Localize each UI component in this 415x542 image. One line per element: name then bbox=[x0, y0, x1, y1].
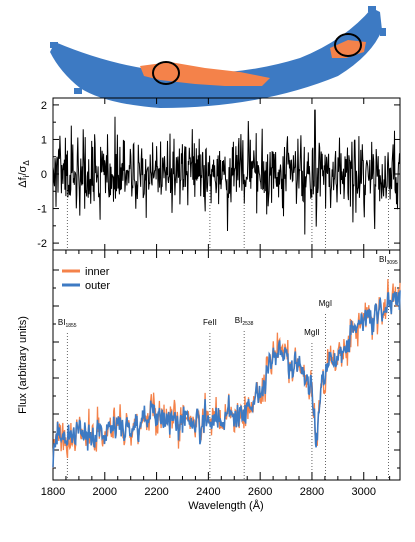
outer-arc-region bbox=[50, 8, 382, 108]
spectrum-xtick-label: 2400 bbox=[196, 486, 220, 498]
x-axis-title: Wavelength (Å) bbox=[188, 499, 263, 512]
spectrum-xtick-label: 2000 bbox=[93, 486, 117, 498]
residual-series-line bbox=[52, 109, 401, 235]
residual-ylabel: Δfi/σΔ bbox=[17, 160, 31, 188]
inner-region-left bbox=[140, 62, 270, 86]
spectrum-panel: BI1855 FeII BI2538 MgII MgI BI3095 1800 2000 22… bbox=[17, 249, 401, 512]
residual-ticks: 2 1 0 -1 -2 bbox=[37, 98, 400, 250]
legend: inner outer bbox=[62, 266, 110, 292]
residual-ytick-label: -2 bbox=[37, 238, 47, 250]
highlight-circle-left bbox=[152, 61, 180, 85]
legend-label-outer: outer bbox=[85, 280, 110, 292]
highlight-circle-right bbox=[334, 33, 362, 57]
spectrum-frame bbox=[52, 249, 401, 481]
spectrum-marker-label: BI3095 bbox=[379, 255, 398, 266]
y-axis-title: Flux (arbitrary units) bbox=[17, 316, 29, 414]
spectrum-xtick-label: 2600 bbox=[248, 486, 272, 498]
residual-ylabel-over: /σ bbox=[17, 165, 29, 175]
spectrum-xtick-label: 1800 bbox=[41, 486, 65, 498]
spectrum-marker-label: MgI bbox=[319, 299, 332, 308]
legend-label-inner: inner bbox=[85, 266, 110, 278]
spectrum-ticks: 1800 2000 2200 2400 2600 2800 3000 bbox=[41, 250, 400, 498]
residual-ytick-label: 2 bbox=[41, 100, 47, 112]
outer-series-line bbox=[52, 290, 401, 468]
residual-ylabel-sub2: Δ bbox=[22, 160, 31, 166]
spectrum-marker-label: MgII bbox=[304, 328, 320, 337]
spectrum-xtick-label: 2200 bbox=[144, 486, 168, 498]
residual-ytick-label: -1 bbox=[37, 204, 47, 216]
spectrum-marker-label: BI2538 bbox=[235, 316, 254, 327]
spectrum-xtick-label: 3000 bbox=[352, 486, 376, 498]
residual-ylabel-main: Δf bbox=[17, 176, 29, 187]
residual-ylabel-sub1: i bbox=[22, 175, 31, 177]
spectrum-xtick-label: 2800 bbox=[300, 486, 324, 498]
spectrum-marker-label: FeII bbox=[203, 318, 217, 327]
residual-ytick-label: 0 bbox=[41, 169, 47, 181]
spectrum-line-markers: BI1855 FeII BI2538 MgII MgI BI3095 bbox=[58, 255, 398, 480]
arc-image-panel bbox=[50, 6, 386, 108]
spectrum-marker-label: BI1855 bbox=[58, 318, 77, 329]
residual-panel: 2 1 0 -1 -2 Δfi/σΔ bbox=[17, 97, 401, 251]
residual-ytick-label: 1 bbox=[41, 134, 47, 146]
